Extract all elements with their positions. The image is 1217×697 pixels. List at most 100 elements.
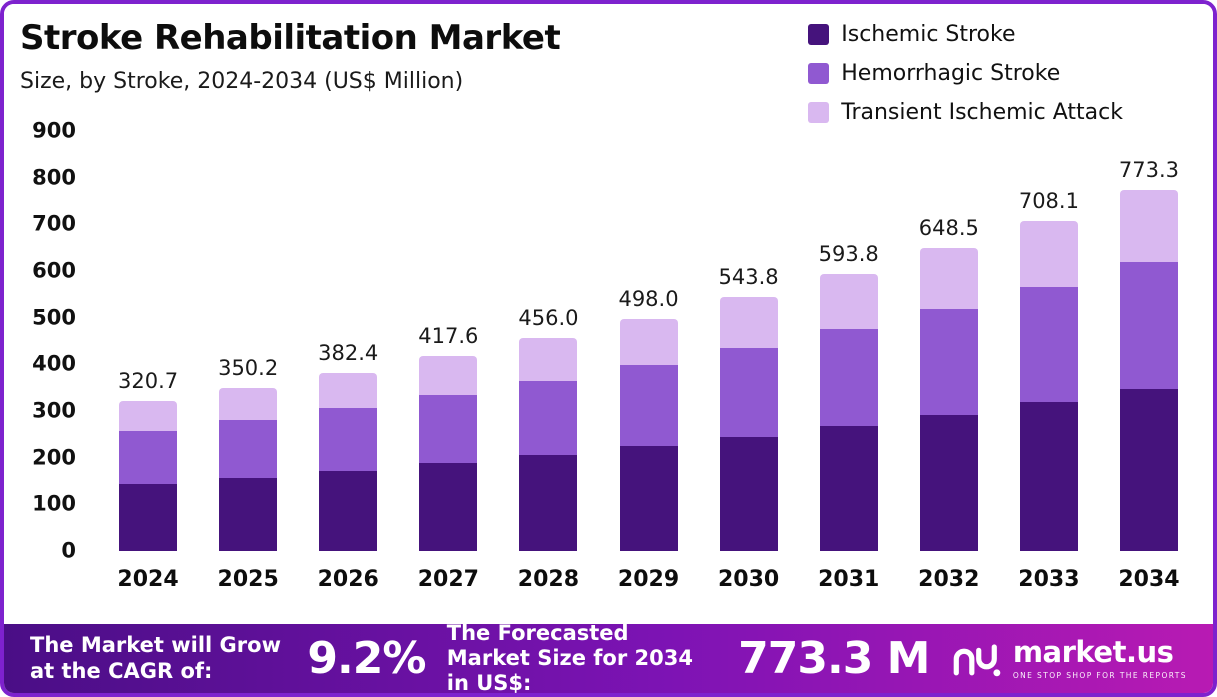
bar-total-label: 350.2 bbox=[218, 355, 279, 380]
bar-2032 bbox=[919, 248, 978, 551]
bar-segment-ischemic-stroke bbox=[1019, 402, 1078, 551]
bar-segment-transient-ischemic-attack bbox=[219, 387, 278, 421]
x-tick-label: 2033 bbox=[1018, 567, 1080, 592]
bar-segment-hemorrhagic-stroke bbox=[919, 308, 978, 415]
bar-total-label: 648.5 bbox=[918, 216, 979, 241]
bar-2031 bbox=[819, 273, 878, 551]
footer-banner: The Market will Grow at the CAGR of: 9.2… bbox=[4, 621, 1213, 693]
y-tick-label: 500 bbox=[32, 305, 76, 330]
bar-segment-ischemic-stroke bbox=[419, 463, 478, 551]
bar-segment-hemorrhagic-stroke bbox=[619, 365, 678, 447]
bar-segment-hemorrhagic-stroke bbox=[719, 348, 778, 437]
bar-segment-transient-ischemic-attack bbox=[719, 297, 778, 349]
x-tick-label: 2031 bbox=[818, 567, 880, 592]
chart-area: Stroke Rehabilitation Market Size, by St… bbox=[4, 4, 1213, 624]
title-block: Stroke Rehabilitation Market Size, by St… bbox=[20, 19, 561, 94]
bar-segment-transient-ischemic-attack bbox=[419, 356, 478, 396]
bar-total-label: 498.0 bbox=[618, 286, 679, 311]
bar-segment-hemorrhagic-stroke bbox=[219, 420, 278, 478]
legend: Ischemic Stroke Hemorrhagic Stroke Transie… bbox=[808, 22, 1123, 125]
bar-segment-transient-ischemic-attack bbox=[619, 318, 678, 366]
y-tick-label: 300 bbox=[32, 398, 76, 423]
x-tick-label: 2024 bbox=[117, 567, 179, 592]
x-tick-label: 2029 bbox=[617, 567, 680, 592]
bar-2025 bbox=[219, 387, 278, 551]
bar-group-2032: 648.5 bbox=[899, 216, 999, 551]
bar-segment-ischemic-stroke bbox=[319, 470, 378, 551]
bar-group-2031: 593.8 bbox=[799, 242, 899, 551]
bar-total-label: 543.8 bbox=[718, 265, 779, 290]
bar-segment-hemorrhagic-stroke bbox=[519, 380, 578, 456]
bar-segment-transient-ischemic-attack bbox=[919, 248, 978, 309]
bar-total-label: 417.6 bbox=[418, 324, 479, 349]
bar-segment-ischemic-stroke bbox=[619, 446, 678, 551]
legend-item-ischemic-stroke: Ischemic Stroke bbox=[808, 22, 1123, 47]
bar-2028 bbox=[519, 338, 578, 551]
bar-segment-hemorrhagic-stroke bbox=[119, 431, 178, 484]
bar-segment-hemorrhagic-stroke bbox=[1119, 262, 1178, 389]
bar-segment-ischemic-stroke bbox=[519, 455, 578, 551]
bar-2029 bbox=[619, 318, 678, 551]
plot-area: 320.7 350.2 382.4 417.6 456.0 498.0 543.8 593.8… bbox=[98, 131, 1199, 551]
x-tick-label: 2030 bbox=[717, 567, 780, 592]
brand-block: market.us ONE STOP SHOP FOR THE REPORTS bbox=[951, 634, 1187, 680]
marketus-logo-icon bbox=[953, 643, 1001, 676]
bar-group-2028: 456.0 bbox=[498, 306, 598, 551]
plot-column: 320.7 350.2 382.4 417.6 456.0 498.0 543.8 593.8… bbox=[98, 131, 1199, 592]
bar-total-label: 773.3 bbox=[1118, 158, 1180, 183]
y-tick-label: 700 bbox=[32, 211, 76, 236]
bar-total-label: 593.8 bbox=[818, 241, 879, 266]
y-axis: 0 100 200 300 400 500 600 700 800 900 bbox=[18, 120, 76, 561]
y-tick-label: 400 bbox=[32, 351, 76, 376]
x-tick-label: 2026 bbox=[317, 567, 379, 592]
forecast-label: The Forecasted Market Size for 2034 in U… bbox=[446, 620, 693, 696]
forecast-value: 773.3 M bbox=[738, 633, 930, 684]
bar-segment-transient-ischemic-attack bbox=[319, 372, 378, 409]
bar-2026 bbox=[319, 372, 378, 551]
cagr-value: 9.2% bbox=[307, 633, 426, 684]
cagr-label: The Market will Grow at the CAGR of: bbox=[30, 633, 281, 683]
bar-total-label: 456.0 bbox=[518, 306, 579, 331]
bar-total-label: 320.7 bbox=[117, 369, 179, 394]
bar-2024 bbox=[119, 401, 178, 551]
legend-swatch-transient-ischemic-attack bbox=[808, 102, 830, 123]
bar-segment-transient-ischemic-attack bbox=[119, 401, 178, 432]
legend-item-transient-ischemic-attack: Transient Ischemic Attack bbox=[808, 100, 1123, 125]
bar-total-label: 382.4 bbox=[318, 340, 379, 365]
legend-label: Ischemic Stroke bbox=[841, 22, 1016, 47]
x-tick-label: 2034 bbox=[1118, 567, 1180, 592]
bar-group-2027: 417.6 bbox=[398, 324, 498, 551]
x-tick-label: 2032 bbox=[918, 567, 980, 592]
bar-segment-ischemic-stroke bbox=[819, 426, 878, 551]
bar-group-2029: 498.0 bbox=[598, 287, 698, 551]
y-tick-label: 200 bbox=[32, 445, 76, 470]
bar-segment-transient-ischemic-attack bbox=[1019, 220, 1078, 287]
bar-group-2024: 320.7 bbox=[98, 369, 198, 551]
bar-2033 bbox=[1019, 220, 1078, 551]
bar-group-2025: 350.2 bbox=[198, 356, 298, 551]
bar-total-label: 708.1 bbox=[1018, 188, 1079, 213]
legend-swatch-ischemic-stroke bbox=[808, 24, 830, 45]
bar-segment-ischemic-stroke bbox=[119, 483, 178, 551]
bar-segment-hemorrhagic-stroke bbox=[419, 395, 478, 464]
bar-group-2034: 773.3 bbox=[1099, 158, 1199, 551]
legend-swatch-hemorrhagic-stroke bbox=[808, 63, 830, 84]
bar-segment-hemorrhagic-stroke bbox=[1019, 286, 1078, 403]
bar-2030 bbox=[719, 297, 778, 551]
bar-segment-ischemic-stroke bbox=[219, 477, 278, 551]
bar-segment-ischemic-stroke bbox=[1119, 388, 1178, 551]
plot-wrap: 0 100 200 300 400 500 600 700 800 900 320.7 350.2 3… bbox=[18, 120, 1199, 592]
y-tick-label: 800 bbox=[32, 165, 76, 190]
bar-segment-ischemic-stroke bbox=[719, 436, 778, 551]
bar-segment-hemorrhagic-stroke bbox=[819, 329, 878, 427]
legend-label: Transient Ischemic Attack bbox=[841, 100, 1123, 125]
bar-2034 bbox=[1119, 190, 1178, 551]
bar-group-2033: 708.1 bbox=[999, 189, 1099, 551]
x-axis: 2024 2025 2026 2027 2028 2029 2030 2031 2032 2033… bbox=[98, 551, 1199, 592]
y-tick-label: 600 bbox=[32, 258, 76, 283]
y-tick-label: 0 bbox=[61, 538, 76, 563]
bar-group-2026: 382.4 bbox=[298, 341, 398, 551]
y-tick-label: 900 bbox=[32, 118, 76, 143]
brand-name: market.us bbox=[1012, 634, 1174, 669]
